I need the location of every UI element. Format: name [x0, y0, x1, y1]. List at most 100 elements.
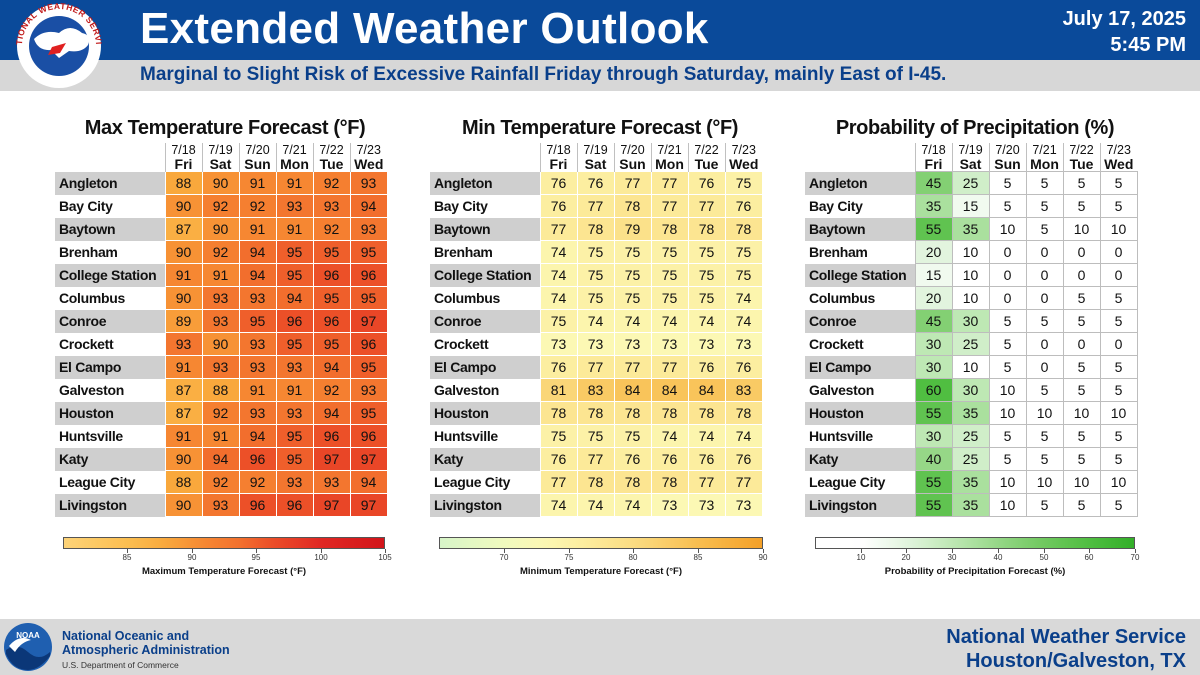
pop-panel: Probability of Precipitation (%) 7/18 Fri…: [805, 113, 1145, 517]
forecast-value: 0: [1025, 240, 1064, 264]
issue-datetime: July 17, 2025 5:45 PM: [1063, 6, 1186, 58]
forecast-value: 78: [724, 217, 763, 241]
day-of-week: Tue: [1069, 156, 1094, 172]
colorbar-tick: [385, 549, 386, 553]
nws-logo-icon: NATIONAL WEATHER SERVICE: [4, 3, 103, 88]
forecast-value: 91: [275, 217, 314, 241]
forecast-value: 95: [349, 286, 388, 310]
city-name: Bay City: [55, 194, 165, 218]
forecast-value: 94: [238, 263, 277, 287]
forecast-value: 5: [1025, 493, 1064, 517]
forecast-value: 5: [988, 332, 1027, 356]
noaa-line2: Atmospheric Administration: [62, 643, 230, 657]
day-date: 7/19: [583, 143, 608, 157]
forecast-value: 76: [539, 171, 578, 195]
colorbar-gradient: [439, 537, 763, 549]
panel-title: Max Temperature Forecast (°F): [84, 117, 366, 139]
forecast-value: 87: [164, 217, 203, 241]
forecast-value: 74: [687, 309, 726, 333]
day-date: 7/18: [546, 143, 571, 157]
day-date: 7/18: [921, 143, 946, 157]
forecast-value: 0: [988, 286, 1027, 310]
day-of-week: Sat: [959, 156, 982, 172]
colorbar-tick-label: 75: [564, 553, 574, 562]
forecast-value: 0: [988, 240, 1027, 264]
city-name: Columbus: [55, 286, 165, 310]
forecast-value: 76: [687, 447, 726, 471]
forecast-value: 5: [1099, 194, 1138, 218]
corner-cell: [805, 143, 915, 172]
day-header: 7/18 Fri: [164, 143, 202, 172]
day-date: 7/22: [319, 143, 344, 157]
forecast-value: 93: [349, 217, 388, 241]
city-name: Galveston: [55, 378, 165, 402]
forecast-value: 10: [988, 217, 1027, 241]
city-name: Galveston: [430, 378, 540, 402]
forecast-value: 5: [1025, 217, 1064, 241]
table-row: Conroe 89 93 95 96 96 97: [55, 309, 388, 333]
colorbar-label: Minimum Temperature Forecast (°F): [520, 566, 682, 577]
forecast-value: 5: [1062, 355, 1101, 379]
forecast-value: 5: [1025, 447, 1064, 471]
forecast-value: 30: [914, 332, 953, 356]
forecast-value: 90: [164, 447, 203, 471]
forecast-value: 89: [164, 309, 203, 333]
forecast-value: 94: [201, 447, 240, 471]
colorbar-tick: [192, 549, 193, 553]
table-row: Baytown 87 90 91 91 92 93: [55, 217, 388, 241]
forecast-value: 5: [1062, 378, 1101, 402]
forecast-value: 10: [988, 493, 1027, 517]
forecast-value: 5: [1025, 309, 1064, 333]
forecast-value: 0: [1099, 332, 1138, 356]
table-row: El Campo 76 77 77 77 76 76: [430, 355, 763, 379]
forecast-value: 75: [576, 263, 615, 287]
forecast-value: 94: [349, 194, 388, 218]
forecast-value: 91: [164, 263, 203, 287]
forecast-value: 10: [1099, 217, 1138, 241]
city-name: League City: [55, 470, 165, 494]
colorbar-tick: [952, 549, 953, 553]
corner-cell: [55, 143, 165, 172]
day-of-week: Wed: [1104, 156, 1134, 172]
header-row: 7/18 Fri 7/19 Sat 7/20 Sun 7/21 Mon 7/22 Tue 7/23 W…: [55, 143, 387, 172]
forecast-value: 78: [576, 470, 615, 494]
day-of-week: Fri: [174, 156, 193, 172]
forecast-value: 91: [238, 171, 277, 195]
issue-time: 5:45 PM: [1110, 34, 1186, 56]
day-date: 7/20: [995, 143, 1020, 157]
forecast-value: 93: [238, 401, 277, 425]
forecast-value: 76: [724, 194, 763, 218]
colorbar-tick: [1089, 549, 1090, 553]
table-row: Baytown 77 78 79 78 78 78: [430, 217, 763, 241]
forecast-value: 78: [613, 470, 652, 494]
forecast-value: 93: [238, 332, 277, 356]
forecast-value: 74: [613, 493, 652, 517]
table-row: Bay City 90 92 92 93 93 94: [55, 194, 388, 218]
city-name: Houston: [430, 401, 540, 425]
colorbar-tick: [1044, 549, 1045, 553]
colorbar-tick-label: 85: [693, 553, 703, 562]
forecast-value: 15: [914, 263, 953, 287]
forecast-value: 78: [650, 470, 689, 494]
day-date: 7/22: [1069, 143, 1094, 157]
city-name: Crockett: [805, 332, 915, 356]
day-header: 7/23 Wed: [1099, 143, 1137, 172]
forecast-value: 10: [951, 355, 990, 379]
forecast-value: 60: [914, 378, 953, 402]
forecast-value: 90: [201, 171, 240, 195]
city-name: Crockett: [430, 332, 540, 356]
forecast-value: 83: [724, 378, 763, 402]
forecast-value: 77: [539, 470, 578, 494]
forecast-value: 77: [576, 194, 615, 218]
min-temp-table: 7/18 Fri 7/19 Sat 7/20 Sun 7/21 Mon 7/22 Tue 7/23 W…: [430, 143, 763, 517]
city-name: Bay City: [430, 194, 540, 218]
forecast-value: 76: [539, 355, 578, 379]
forecast-value: 87: [164, 378, 203, 402]
forecast-value: 96: [275, 309, 314, 333]
forecast-value: 90: [164, 286, 203, 310]
forecast-value: 5: [1062, 447, 1101, 471]
forecast-value: 78: [539, 401, 578, 425]
day-header: 7/21 Mon: [650, 143, 688, 172]
table-row: Houston 78 78 78 78 78 78: [430, 401, 763, 425]
day-date: 7/21: [1032, 143, 1057, 157]
